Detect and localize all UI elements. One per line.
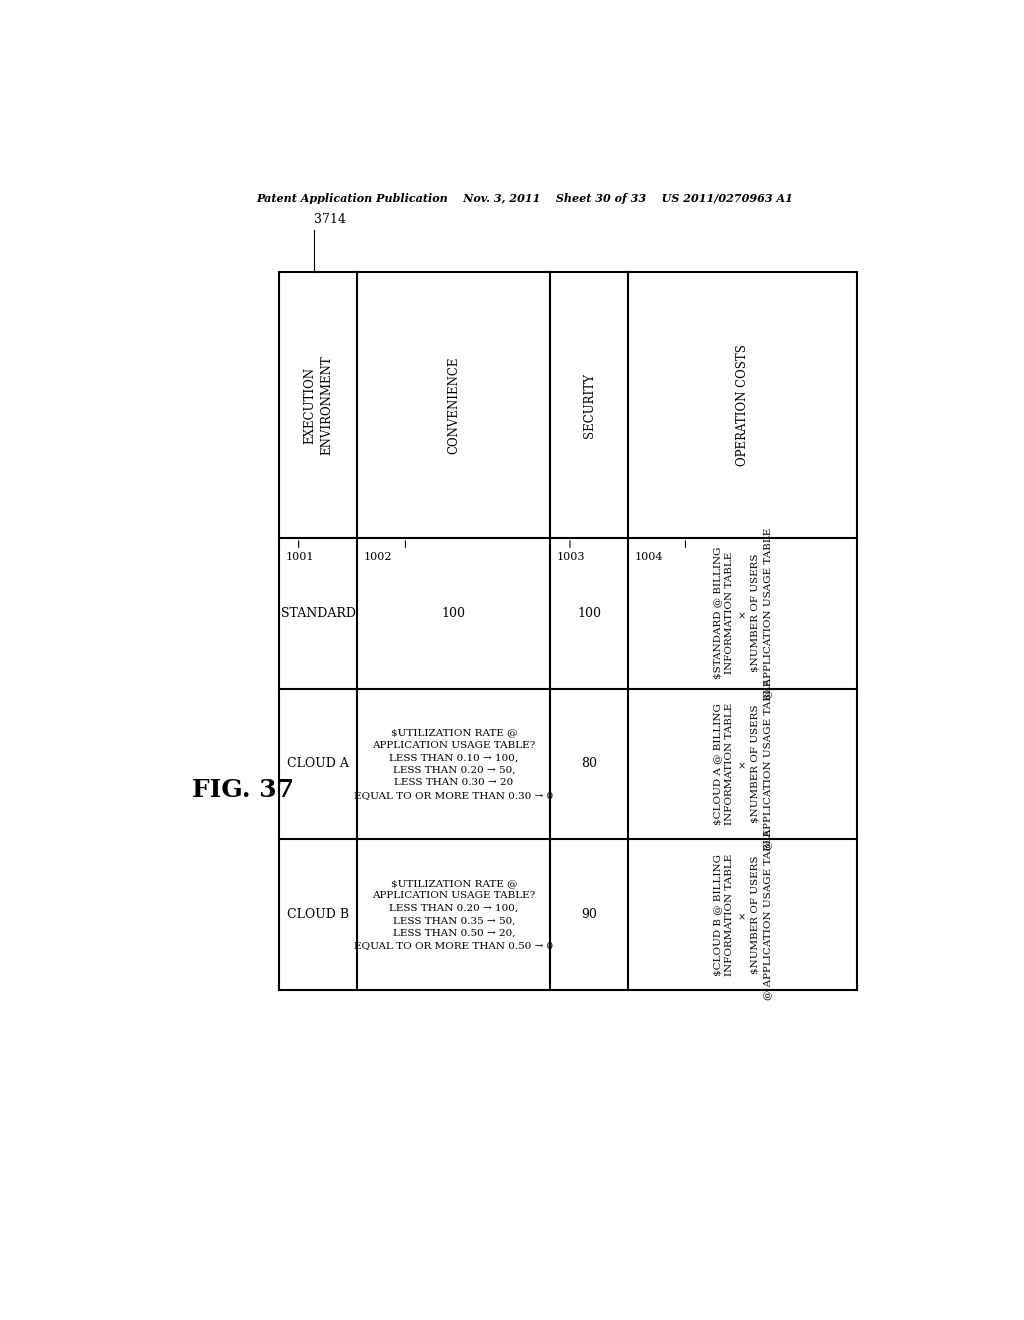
Text: SECURITY: SECURITY xyxy=(583,372,596,438)
Text: CONVENIENCE: CONVENIENCE xyxy=(447,356,460,454)
Text: 90: 90 xyxy=(582,908,597,921)
Text: 3714: 3714 xyxy=(314,213,346,226)
Text: 80: 80 xyxy=(582,758,597,771)
Text: CLOUD A: CLOUD A xyxy=(287,758,349,771)
Text: FIG. 37: FIG. 37 xyxy=(191,777,294,801)
Text: OPERATION COSTS: OPERATION COSTS xyxy=(736,345,749,466)
Text: 100: 100 xyxy=(578,607,601,619)
Text: 1003: 1003 xyxy=(557,552,585,562)
Text: 100: 100 xyxy=(441,607,466,619)
Text: 1002: 1002 xyxy=(364,552,392,562)
Text: $STANDARD @ BILLING
INFORMATION TABLE
×
$NUMBER OF USERS
@ APPLICATION USAGE TAB: $STANDARD @ BILLING INFORMATION TABLE × … xyxy=(713,528,772,698)
Text: EXECUTION
ENVIRONMENT: EXECUTION ENVIRONMENT xyxy=(303,355,333,455)
Text: $UTILIZATION RATE @
APPLICATION USAGE TABLE?
LESS THAN 0.20 → 100,
LESS THAN 0.3: $UTILIZATION RATE @ APPLICATION USAGE TA… xyxy=(354,879,553,950)
Text: 1001: 1001 xyxy=(286,552,313,562)
Text: CLOUD B: CLOUD B xyxy=(287,908,349,921)
Text: 1004: 1004 xyxy=(635,552,664,562)
Text: Patent Application Publication    Nov. 3, 2011    Sheet 30 of 33    US 2011/0270: Patent Application Publication Nov. 3, 2… xyxy=(256,193,794,205)
Text: STANDARD: STANDARD xyxy=(281,607,355,619)
Text: $CLOUD A @ BILLING
INFORMATION TABLE
×
$NUMBER OF USERS
@ APPLICATION USAGE TABL: $CLOUD A @ BILLING INFORMATION TABLE × $… xyxy=(713,678,772,850)
Text: $CLOUD B @ BILLING
INFORMATION TABLE
×
$NUMBER OF USERS
@ APPLICATION USAGE TABL: $CLOUD B @ BILLING INFORMATION TABLE × $… xyxy=(713,829,772,1001)
Bar xyxy=(280,272,856,990)
Text: $UTILIZATION RATE @
APPLICATION USAGE TABLE?
LESS THAN 0.10 → 100,
LESS THAN 0.2: $UTILIZATION RATE @ APPLICATION USAGE TA… xyxy=(354,729,553,800)
